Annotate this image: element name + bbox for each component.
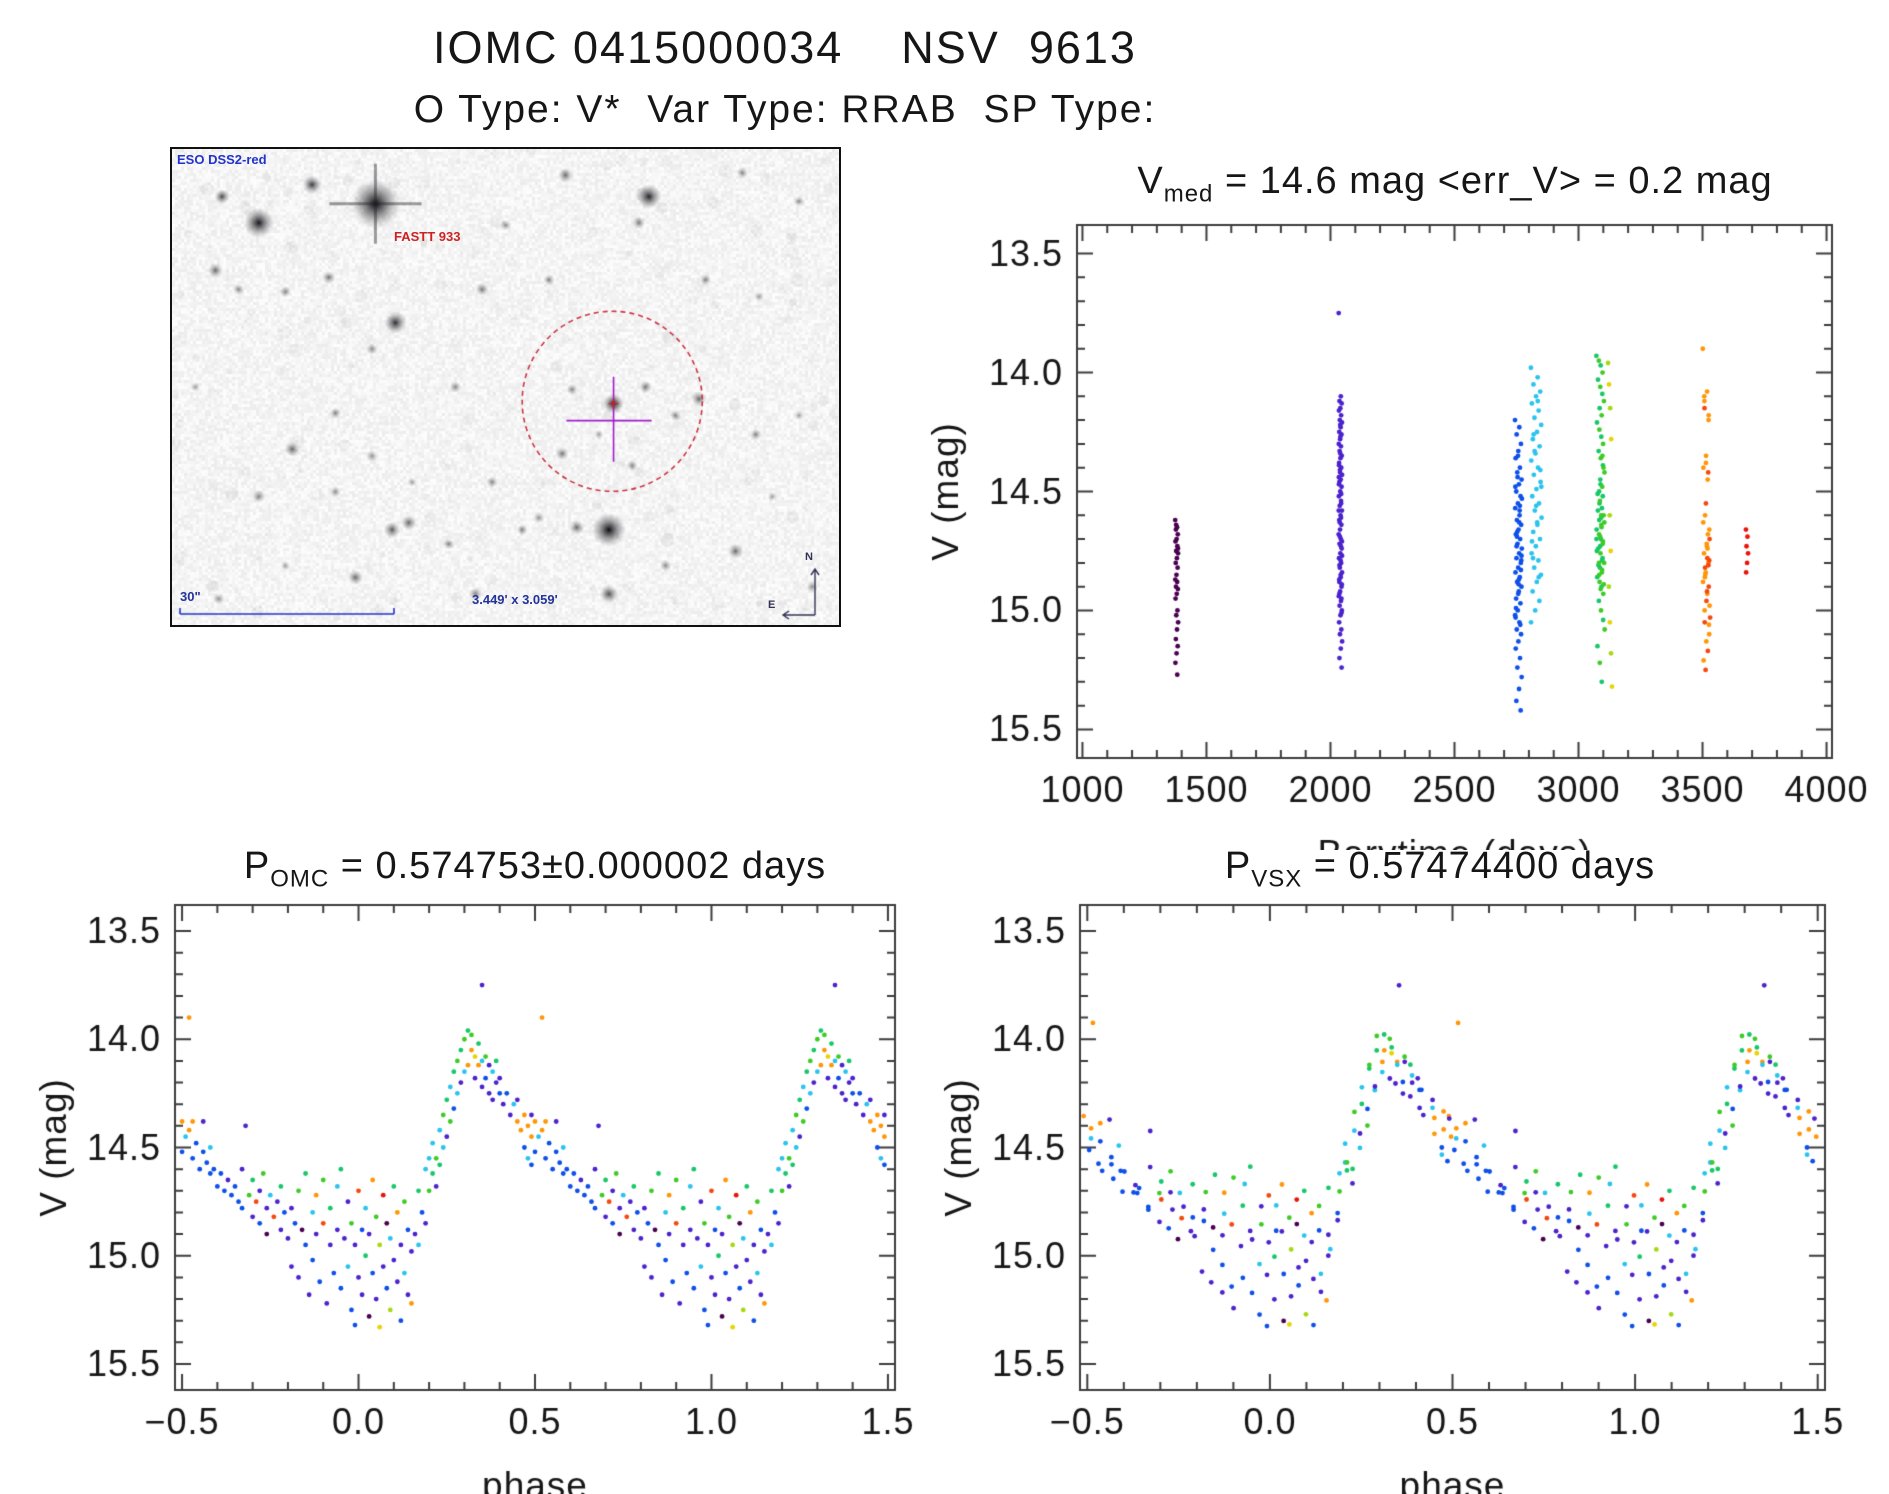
timeseries-chart-canvas [900,200,1889,850]
page-subtitle: O Type: V* Var Type: RRAB SP Type: [413,88,1157,131]
scale-bar-label: 30" [180,589,201,604]
finder-chart-canvas [172,149,839,625]
star-id-label: FASTT 933 [394,229,461,244]
compass-east-label: E [768,599,776,611]
timeseries-title-post: = 14.6 mag <err_V> = 0.2 mag [1213,160,1773,202]
page-title: IOMC 0415000034 NSV 9613 [433,22,1137,73]
phase-vsx-chart-canvas [935,880,1865,1494]
phase-omc-chart-canvas [30,880,930,1494]
timeseries-title: Vmed = 14.6 mag <err_V> = 0.2 mag [1005,160,1889,209]
compass-north-label: N [805,551,813,563]
survey-label: ESO DSS2-red [177,152,267,167]
finder-chart: ESO DSS2-red FASTT 933 30" 3.449' x 3.05… [170,147,841,627]
fov-label: 3.449' x 3.059' [472,592,558,607]
timeseries-title-pre: V [1137,160,1164,202]
